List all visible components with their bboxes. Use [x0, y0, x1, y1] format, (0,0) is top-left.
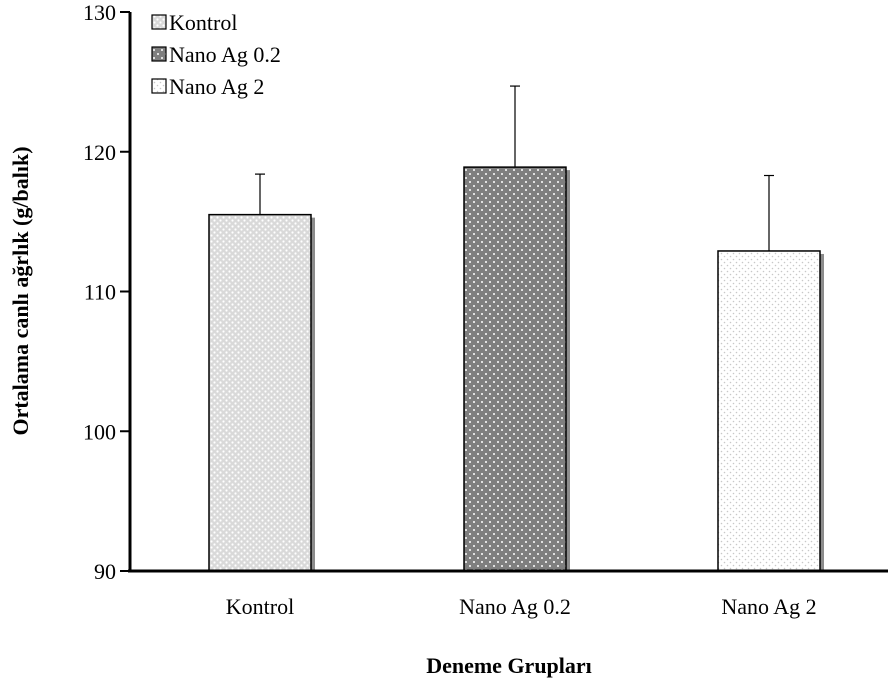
bars-layer	[208, 166, 824, 572]
legend-swatch-nano-ag-0-2	[151, 46, 167, 62]
x-tick-labels: Kontrol Nano Ag 0.2 Nano Ag 2	[226, 594, 817, 619]
y-tick-label: 130	[83, 0, 116, 25]
legend-label-nano-ag-2: Nano Ag 2	[169, 74, 264, 99]
legend-label-nano-ag-0-2: Nano Ag 0.2	[169, 42, 281, 67]
bar-kontrol	[208, 213, 312, 572]
legend-label-kontrol: Kontrol	[169, 10, 237, 35]
y-tick-label: 110	[84, 280, 116, 305]
y-tick-label: 100	[83, 419, 116, 444]
x-tick-label: Nano Ag 2	[721, 594, 816, 619]
legend-swatch-kontrol	[151, 14, 167, 30]
x-tick-label: Kontrol	[226, 594, 294, 619]
y-tick-label: 120	[83, 140, 116, 165]
bar-nano-ag-2	[717, 250, 821, 572]
error-bars-layer	[255, 85, 774, 251]
bar-nano-ag-0-2	[463, 166, 567, 572]
legend: Kontrol Nano Ag 0.2 Nano Ag 2	[151, 10, 281, 99]
y-ticks: 90 100 110 120 130	[83, 0, 130, 584]
y-axis-title: Ortalama canlı ağrlık (g/balık)	[8, 146, 33, 435]
y-tick-label: 90	[94, 559, 116, 584]
x-tick-label: Nano Ag 0.2	[459, 594, 571, 619]
x-axis-title: Deneme Grupları	[426, 653, 592, 678]
legend-swatch-nano-ag-2	[151, 78, 167, 94]
